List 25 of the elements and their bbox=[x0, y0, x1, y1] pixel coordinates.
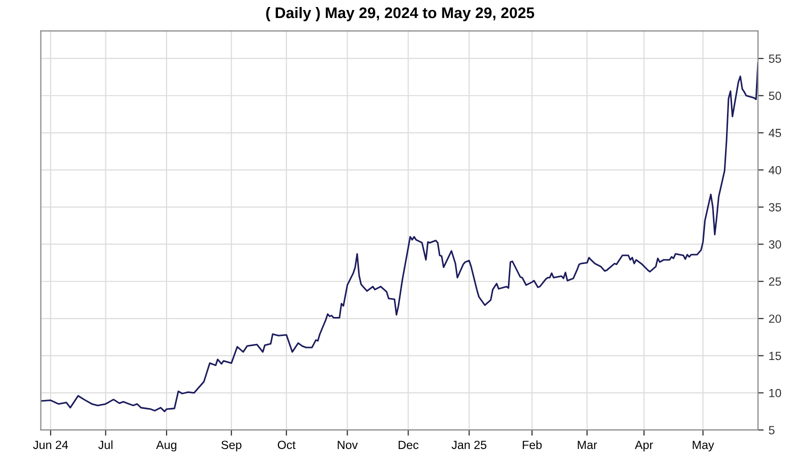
x-tick-label: Aug bbox=[156, 440, 176, 452]
x-tick-label: Jun 24 bbox=[33, 440, 68, 450]
y-tick-label: 5 bbox=[768, 426, 774, 434]
y-tick-label: 15 bbox=[769, 352, 782, 360]
y-tick-label: 20 bbox=[769, 314, 782, 323]
x-tick-label: Mar bbox=[578, 440, 598, 450]
y-tick-label: 25 bbox=[769, 277, 782, 286]
x-tick-label: Apr bbox=[634, 440, 654, 452]
x-tick-label: Sep bbox=[221, 440, 242, 452]
x-tick-label: May bbox=[692, 440, 714, 452]
y-tick-label: 10 bbox=[769, 388, 782, 398]
x-tick-label: Nov bbox=[338, 440, 358, 450]
x-tick-label: Dec bbox=[398, 440, 418, 450]
y-tick-label: 45 bbox=[768, 128, 782, 138]
x-tick-label: Oct bbox=[278, 440, 296, 450]
y-tick-label: 30 bbox=[768, 240, 782, 249]
y-tick-label: 35 bbox=[768, 203, 782, 212]
chart-title: ( Daily ) May 29, 2024 to May 29, 2025 bbox=[266, 6, 534, 22]
y-tick-label: 55 bbox=[768, 54, 782, 63]
line-series bbox=[40, 62, 758, 412]
x-tick-label: Jan 25 bbox=[452, 440, 486, 450]
x-tick-label: Jul bbox=[98, 440, 112, 450]
y-tick-label: 50 bbox=[768, 92, 782, 100]
y-tick-label: 40 bbox=[768, 166, 782, 174]
x-tick-label: Feb bbox=[522, 440, 542, 450]
